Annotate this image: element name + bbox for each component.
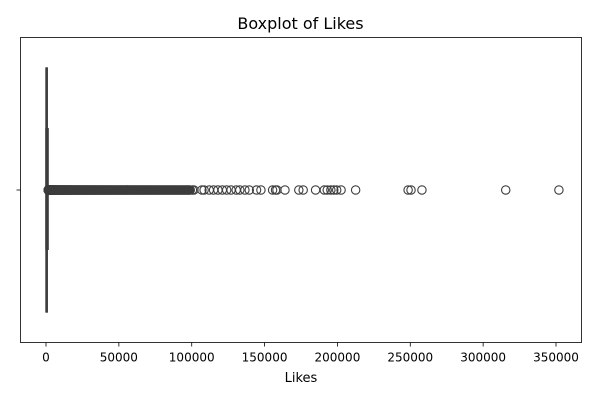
outlier-point xyxy=(235,185,245,195)
outlier-point xyxy=(221,185,232,195)
x-tick-label: 0 xyxy=(42,351,50,365)
outlier-point xyxy=(267,185,278,195)
outlier-point xyxy=(251,185,262,195)
outlier-point xyxy=(319,185,330,195)
outlier-point xyxy=(417,185,427,195)
outlier-point xyxy=(406,185,416,195)
outlier-point xyxy=(294,185,304,195)
x-tick-label: 350000 xyxy=(533,351,579,365)
outlier-point xyxy=(326,185,336,195)
x-tick-label: 250000 xyxy=(387,351,433,365)
outlier-point xyxy=(331,185,342,195)
x-tick-label: 100000 xyxy=(169,351,215,365)
outlier-point xyxy=(554,185,564,195)
outlier-point xyxy=(329,185,339,195)
x-tick-label: 50000 xyxy=(100,351,138,365)
outlier-point xyxy=(280,185,290,195)
x-axis-label: Likes xyxy=(285,371,318,386)
outlier-point xyxy=(500,185,511,195)
outlier-point xyxy=(199,185,209,195)
chart-title: Boxplot of Likes xyxy=(237,14,363,33)
outlier-point xyxy=(350,185,361,195)
outlier-points xyxy=(43,185,564,195)
outlier-point xyxy=(240,185,250,195)
outlier-point xyxy=(256,185,266,195)
outlier-point xyxy=(322,185,332,195)
x-tick-label: 200000 xyxy=(315,351,361,365)
x-tick-label: 150000 xyxy=(242,351,288,365)
outlier-point xyxy=(298,185,308,195)
x-tick-label: 300000 xyxy=(460,351,506,365)
outlier-point xyxy=(336,185,346,195)
outlier-point xyxy=(403,185,413,195)
x-axis-ticks: 0 50000 100000 150000 200000 250000 300000 3500… xyxy=(42,342,579,365)
outlier-point xyxy=(244,185,255,195)
